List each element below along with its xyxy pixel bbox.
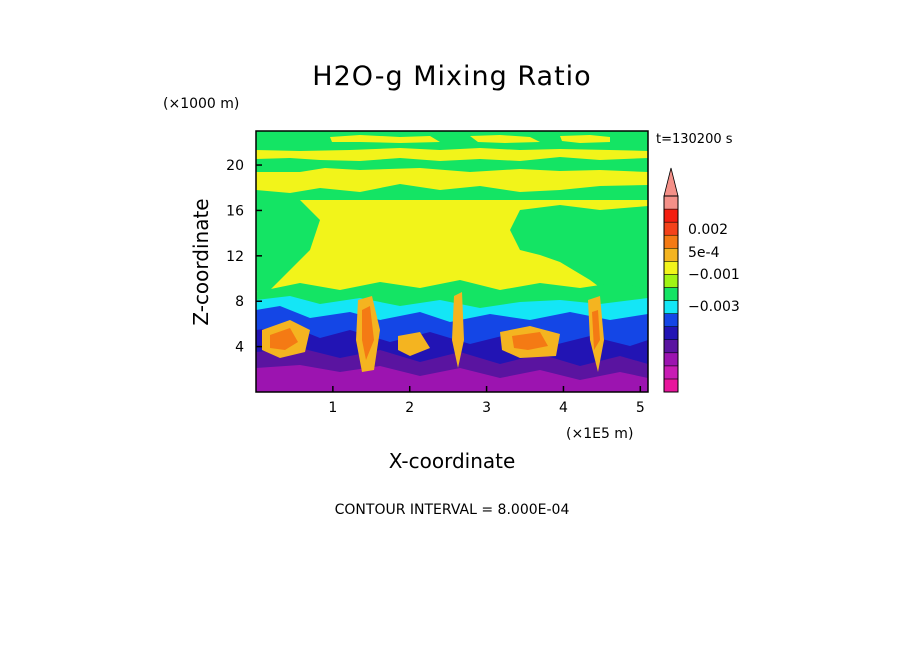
colorbar-swatch bbox=[663, 274, 679, 288]
heatmap-field bbox=[256, 131, 648, 392]
colorbar-label: 0.002 bbox=[688, 222, 728, 238]
y-unit-label: (×1000 m) bbox=[163, 96, 239, 112]
colorbar-swatch bbox=[663, 339, 679, 354]
x-axis: 1 2 3 4 5 bbox=[328, 386, 645, 416]
colorbar-swatch bbox=[663, 313, 679, 327]
y-tick-label: 8 bbox=[235, 294, 244, 310]
x-tick-label: 4 bbox=[559, 400, 568, 416]
y-tick-label: 16 bbox=[226, 203, 244, 219]
colorbar-swatch bbox=[663, 234, 679, 249]
colorbar-labels: 0.002 5e-4 −0.001 −0.003 bbox=[688, 222, 740, 315]
y-tick-label: 20 bbox=[226, 158, 244, 174]
colorbar-swatch bbox=[663, 287, 679, 301]
colorbar-swatch bbox=[663, 300, 679, 314]
chart-title: H2O-g Mixing Ratio bbox=[312, 61, 591, 92]
colorbar-label: −0.001 bbox=[688, 267, 740, 283]
colorbar-label: −0.003 bbox=[688, 299, 740, 315]
x-tick-label: 5 bbox=[636, 400, 645, 416]
plot-frame bbox=[255, 130, 649, 393]
colorbar bbox=[663, 167, 679, 393]
colorbar-swatch bbox=[663, 352, 679, 367]
colorbar-frame bbox=[663, 195, 679, 393]
colorbar-label: 5e-4 bbox=[688, 245, 720, 261]
colorbar-extend-arrow bbox=[663, 167, 679, 197]
colorbar-swatch bbox=[663, 261, 679, 275]
x-tick-label: 3 bbox=[482, 400, 491, 416]
colorbar-swatch bbox=[663, 365, 679, 380]
y-axis: 4 8 12 16 20 bbox=[226, 158, 262, 356]
colorbar-swatch bbox=[663, 195, 679, 210]
x-tick-label: 2 bbox=[405, 400, 414, 416]
x-axis-label: X-coordinate bbox=[389, 449, 516, 473]
colorbar-swatch bbox=[663, 221, 679, 236]
colorbar-swatch bbox=[663, 378, 679, 393]
contour-interval-label: CONTOUR INTERVAL = 8.000E-04 bbox=[335, 502, 570, 518]
time-label: t=130200 s bbox=[656, 132, 733, 147]
x-tick-label: 1 bbox=[328, 400, 337, 416]
y-tick-label: 12 bbox=[226, 249, 244, 265]
y-axis-label: Z-coordinate bbox=[189, 198, 213, 325]
colorbar-swatch bbox=[663, 208, 679, 223]
colorbar-swatch bbox=[663, 248, 679, 262]
y-tick-label: 4 bbox=[235, 340, 244, 356]
colorbar-swatch bbox=[663, 326, 679, 340]
x-unit-label: (×1E5 m) bbox=[566, 426, 633, 442]
